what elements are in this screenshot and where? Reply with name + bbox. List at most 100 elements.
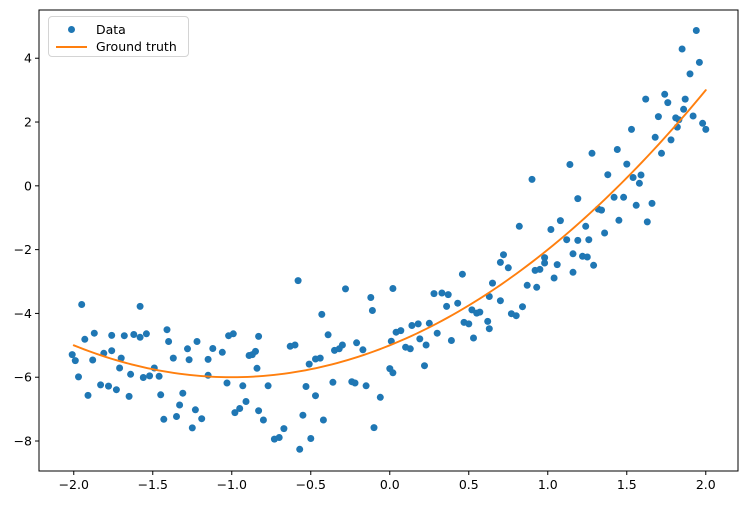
data-point — [338, 341, 346, 349]
data-point — [661, 90, 669, 98]
data-point — [541, 259, 549, 267]
data-point — [389, 285, 397, 292]
data-point — [294, 277, 302, 285]
data-point — [239, 382, 247, 390]
data-point — [176, 401, 184, 409]
data-point — [191, 406, 199, 414]
data-point — [444, 291, 452, 299]
data-point — [556, 217, 564, 225]
data-point — [632, 201, 640, 209]
data-point — [97, 381, 105, 389]
data-point — [637, 171, 645, 179]
data-point — [702, 125, 710, 133]
data-point — [185, 356, 193, 364]
legend-item-ground-truth: Ground truth — [56, 39, 178, 54]
data-point — [116, 364, 124, 372]
data-point — [342, 285, 349, 293]
data-point — [312, 392, 319, 400]
scatter-marker-icon — [56, 26, 87, 33]
data-point — [654, 113, 662, 121]
data-point — [146, 372, 154, 380]
data-point — [318, 310, 326, 318]
y-tick-label: 4 — [24, 51, 32, 66]
data-point — [193, 338, 201, 345]
data-point — [316, 354, 324, 362]
x-tick-label: 2.0 — [696, 477, 716, 492]
data-point — [209, 345, 217, 352]
data-point — [582, 222, 590, 230]
data-point — [642, 95, 650, 103]
data-point — [681, 95, 689, 103]
axes-spines — [38, 9, 739, 472]
data-point — [136, 333, 144, 341]
data-point — [430, 290, 438, 298]
data-point — [536, 265, 544, 273]
data-point — [689, 112, 697, 120]
data-point — [406, 345, 414, 353]
data-point — [169, 354, 177, 362]
legend: Data Ground truth — [48, 16, 189, 57]
data-point — [533, 283, 541, 291]
data-point — [443, 302, 451, 310]
data-point — [367, 294, 375, 301]
data-point — [255, 332, 263, 340]
data-point — [523, 281, 531, 289]
data-point — [485, 325, 493, 333]
data-point — [425, 319, 433, 327]
data-point — [299, 411, 307, 419]
data-point — [574, 195, 582, 203]
data-point — [81, 335, 89, 343]
x-tick-label: −1.5 — [138, 477, 168, 492]
data-point — [408, 322, 416, 329]
x-tick-label: 0.0 — [380, 477, 400, 492]
data-point — [675, 116, 683, 124]
data-point — [275, 434, 283, 441]
data-point — [667, 136, 675, 144]
data-point — [75, 373, 82, 381]
x-tick-label: 0.5 — [459, 477, 479, 492]
data-point — [485, 293, 493, 300]
data-point — [678, 45, 686, 53]
x-tick-label: 1.5 — [617, 477, 637, 492]
data-point — [496, 297, 504, 305]
data-point — [155, 372, 163, 380]
data-point — [89, 356, 97, 364]
data-point — [229, 330, 237, 338]
legend-label-ground-truth: Ground truth — [96, 39, 177, 54]
data-point — [628, 125, 635, 133]
data-point — [421, 362, 428, 370]
data-point — [236, 405, 244, 412]
data-point — [458, 270, 466, 278]
data-point — [142, 330, 150, 338]
data-point — [541, 254, 549, 262]
data-point — [588, 149, 596, 157]
data-point — [351, 379, 359, 387]
data-point — [566, 161, 574, 168]
data-point — [248, 351, 256, 359]
data-point — [610, 193, 618, 201]
data-point — [550, 274, 558, 282]
data-point — [569, 268, 577, 276]
data-point — [651, 133, 659, 141]
data-point — [160, 415, 168, 423]
data-point — [259, 416, 267, 424]
data-point — [353, 339, 361, 347]
data-point — [519, 303, 526, 311]
data-point — [78, 301, 86, 308]
data-point — [585, 236, 593, 244]
data-point — [528, 175, 536, 183]
data-point — [231, 409, 239, 417]
data-point — [157, 391, 165, 399]
data-point — [615, 216, 623, 224]
data-point — [68, 351, 76, 359]
data-point — [438, 289, 446, 297]
data-point — [188, 424, 196, 432]
data-point — [324, 331, 332, 339]
data-point — [223, 379, 231, 387]
data-point — [643, 218, 651, 226]
data-point — [569, 250, 577, 258]
data-point — [512, 312, 520, 320]
data-point — [112, 386, 120, 394]
y-tick-label: −8 — [14, 434, 32, 449]
x-tick-label: −0.5 — [296, 477, 326, 492]
